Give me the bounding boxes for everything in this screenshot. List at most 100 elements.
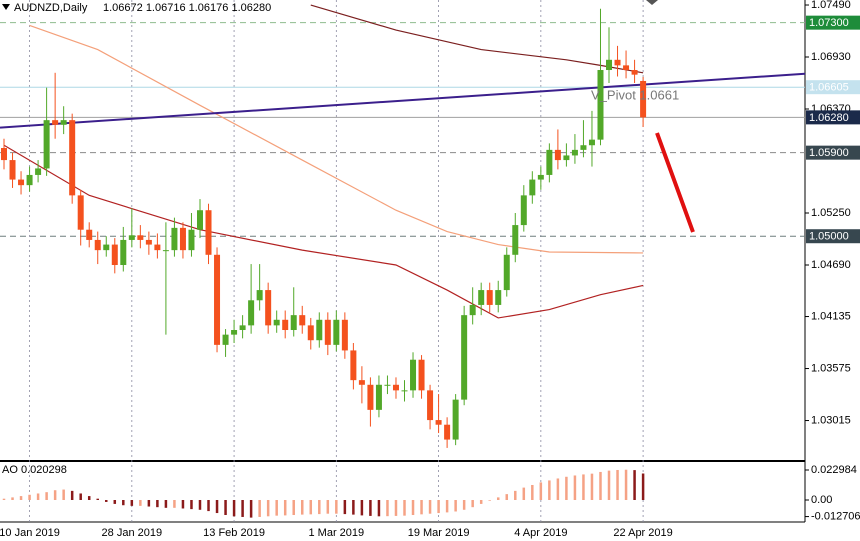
oscillator-bar: [28, 494, 31, 500]
candle-body: [631, 70, 638, 75]
oscillator-bar: [633, 470, 636, 500]
candle-body: [256, 290, 263, 301]
candle-body: [145, 239, 152, 245]
oscillator-bar: [130, 499, 134, 506]
oscillator-bar: [326, 499, 330, 514]
candle-body: [554, 149, 561, 161]
candle-body: [196, 210, 203, 230]
grid: [0, 0, 805, 522]
oscillator-bar: [113, 499, 117, 504]
y-tick-label: 1.07490: [811, 0, 851, 11]
y-tick-label: 0.00: [811, 494, 832, 506]
candle-body: [162, 250, 169, 252]
level-label: 1.05000: [809, 231, 849, 243]
candle-body: [623, 65, 630, 71]
y-tick-label: 1.04135: [811, 310, 851, 322]
chart-title: AUDNZD,Daily: [14, 2, 88, 14]
oscillator-bar: [599, 471, 602, 500]
level-label: 1.05900: [809, 147, 849, 159]
oscillator-bar: [335, 499, 338, 514]
menu-icon[interactable]: [2, 4, 10, 10]
candle-body: [171, 227, 178, 251]
oscillator-bar: [352, 499, 355, 515]
oscillator-bar: [411, 499, 415, 516]
oscillator-bar: [479, 499, 483, 504]
oscillator-bar: [318, 499, 321, 515]
scroll-marker: [646, 0, 658, 5]
candle-body: [588, 139, 595, 146]
oscillator-bar: [156, 499, 159, 508]
oscillator-bar: [445, 499, 449, 513]
oscillator-bar: [283, 499, 287, 516]
candle-body: [9, 160, 16, 180]
candle-body: [640, 80, 647, 118]
candle-body: [35, 168, 42, 175]
candle-body: [350, 350, 357, 381]
oscillator-bar: [437, 499, 440, 514]
level-label: 1.06605: [809, 82, 849, 94]
candle-body: [358, 380, 365, 385]
candle-body: [94, 239, 101, 251]
oscillator-bar: [2, 498, 6, 500]
oscillator-bar: [505, 494, 509, 500]
candle-body: [60, 120, 67, 125]
candle-body: [606, 59, 613, 71]
x-tick-label: 28 Jan 2019: [102, 527, 163, 539]
oscillator-bar: [87, 496, 91, 500]
oscillator-bar: [573, 475, 577, 500]
oscillator-bar: [641, 473, 645, 500]
candle-body: [546, 149, 553, 175]
oscillator-bar: [369, 499, 372, 516]
candle-body: [69, 120, 76, 196]
candle-body: [563, 155, 570, 161]
y-tick-label: 1.03575: [811, 362, 851, 374]
oscillator-title: AO 0.020298: [2, 464, 67, 476]
candle-body: [444, 424, 451, 440]
oscillator-bar: [531, 484, 534, 500]
oscillator-bar: [249, 499, 253, 518]
candle-body: [214, 254, 221, 345]
oscillator-bar: [232, 499, 236, 517]
oscillator-bar: [488, 499, 491, 501]
moving-average: [3, 144, 644, 319]
candle-body: [537, 174, 544, 180]
oscillator-bar: [36, 493, 40, 500]
y-tick-label: 1.06930: [811, 51, 851, 63]
candle-body: [128, 235, 135, 240]
candle-body: [427, 390, 434, 421]
level-label: 1.06280: [809, 112, 849, 124]
candle-body: [375, 384, 382, 410]
candle-body: [520, 195, 527, 226]
chart-subtitle: 1.06672 1.06716 1.06176 1.06280: [103, 2, 271, 14]
candle-body: [333, 319, 340, 345]
oscillator-bar: [394, 499, 398, 516]
candle-body: [392, 384, 399, 391]
candle-body: [341, 319, 348, 351]
candle-body: [367, 384, 374, 410]
candle-body: [179, 227, 186, 251]
candle-body: [231, 330, 238, 335]
candle-body: [239, 325, 246, 331]
candle-body: [103, 244, 110, 251]
oscillator-bar: [105, 499, 108, 502]
candle-body: [307, 325, 314, 341]
x-tick-label: 13 Feb 2019: [203, 527, 265, 539]
oscillator-bar: [403, 499, 406, 516]
oscillator-bar: [122, 499, 125, 506]
candle-body: [435, 420, 442, 425]
oscillator-bar: [616, 469, 619, 500]
candle-body: [410, 359, 417, 391]
oscillator-bar: [590, 473, 594, 500]
oscillator-bar: [224, 499, 227, 516]
trendline: [0, 72, 806, 129]
x-tick-label: 10 Jan 2019: [0, 527, 60, 539]
candle-body: [111, 244, 118, 266]
level-box: [806, 80, 860, 95]
oscillator-bar: [514, 490, 517, 500]
candle-body: [188, 229, 195, 251]
candle-body: [401, 390, 408, 392]
x-tick-label: 19 Mar 2019: [408, 527, 470, 539]
moving-average: [29, 24, 644, 254]
oscillator-bar: [539, 482, 543, 500]
oscillator-bar: [190, 499, 193, 510]
